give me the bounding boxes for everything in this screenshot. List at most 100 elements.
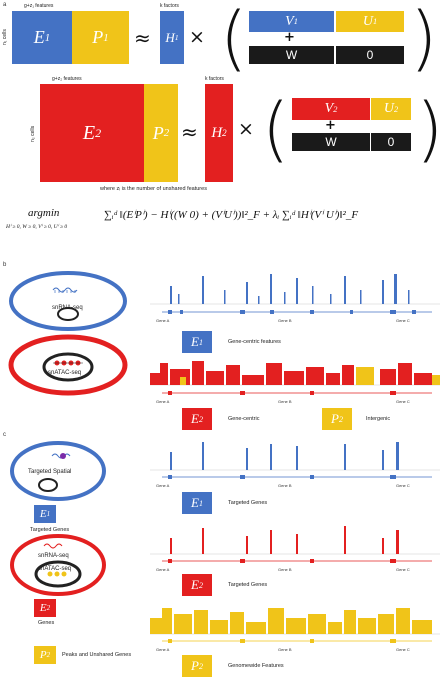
track-b1-gene-a: Gene A	[156, 318, 170, 323]
track-b2-gene-a: Gene A	[156, 399, 170, 404]
track-c1-badge-letter: E	[191, 495, 199, 510]
w-letter-2: W	[325, 135, 337, 149]
track-c3-badge-letter: P	[191, 658, 199, 673]
track-c3: Gene A Gene B Gene C	[150, 608, 440, 652]
track-c2-badge-letter: E	[191, 577, 199, 592]
track-c1-gene-c: Gene C	[396, 483, 410, 488]
track-c1-gene-b: Gene B	[278, 483, 292, 488]
panel-b-letter: b	[3, 262, 7, 268]
track-b2-badge2-letter: P	[331, 411, 339, 426]
row2-k-label: k factors	[205, 76, 224, 82]
objective-body: ∑ᵢᵈ ‖(EⁱPⁱ) − Hⁱ((W 0) + (VⁱUⁱ))‖²_F + λ…	[104, 209, 359, 221]
track-b1-caption: Gene-centric features	[228, 339, 281, 345]
track-c1-gene-a: Gene A	[156, 483, 170, 488]
cell-diagram-snatac	[8, 334, 128, 396]
track-b1-badge-letter: E	[191, 334, 199, 349]
e2-sub: 2	[95, 125, 102, 140]
panel-c-p2-caption: Peaks and Unshared Genes	[62, 652, 132, 658]
p1-sub: 1	[103, 31, 109, 44]
p2-letter: P	[152, 122, 164, 143]
multiome-label-bottom: snATAC-seq	[38, 566, 72, 572]
panel-c-p2-sub: 2	[46, 651, 51, 659]
track-c1-badge-sub: 1	[198, 498, 203, 508]
row1-k-label: k factors	[160, 3, 179, 9]
track-c3-gene-c: Gene C	[396, 647, 410, 652]
track-c2-badge-sub: 2	[198, 580, 203, 590]
u1-letter: U	[362, 13, 373, 29]
h1-sub: 1	[174, 33, 179, 42]
p1-letter: P	[92, 27, 104, 47]
track-c1: Gene A Gene B Gene C	[150, 442, 440, 488]
track-b2-caption: Gene-centric	[228, 416, 260, 422]
cell-diagram-snrna	[9, 271, 127, 331]
track-c2-gene-c: Gene C	[396, 567, 410, 572]
panel-c-e1-caption: Targeted Genes	[30, 527, 70, 533]
plus-symbol-1: +	[284, 30, 295, 45]
u2-sub: 2	[393, 104, 399, 114]
objective-constraint: Hⁱ ≥ 0, W ≥ 0, Vⁱ ≥ 0, Uⁱ ≥ 0	[6, 224, 68, 230]
panel-c-e2-sub: 2	[46, 604, 51, 612]
h1-letter: H	[165, 29, 175, 45]
track-b2-gene-c: Gene C	[396, 399, 410, 404]
track-b2-badge-letter: E	[191, 411, 199, 426]
h2-letter: H	[211, 124, 223, 141]
row1-cells-label: n₁ cells	[2, 29, 8, 45]
track-c3-badge-sub: 2	[198, 661, 203, 671]
v2-letter: V	[324, 101, 334, 116]
left-paren-2: (	[262, 88, 290, 170]
track-c3-caption: Genomewide Features	[228, 663, 284, 669]
times-symbol-1: ×	[189, 26, 205, 48]
track-c3-gene-b: Gene B	[278, 647, 292, 652]
track-b2-caption2: Intergenic	[366, 416, 391, 422]
v2-sub: 2	[333, 104, 338, 114]
snrna-label: snRNA-seq	[52, 305, 83, 311]
track-c1-caption: Targeted Genes	[228, 500, 268, 506]
times-symbol-2: ×	[238, 118, 254, 140]
track-b1: Gene A Gene B Gene C	[150, 274, 440, 323]
panel-c-e2-caption: Genes	[38, 620, 55, 626]
track-c2-caption: Targeted Genes	[228, 582, 268, 588]
v1-letter: V	[285, 13, 294, 29]
v1-sub: 1	[293, 17, 298, 26]
plus-symbol-2: +	[325, 118, 336, 133]
objective-argmin: argmin	[28, 207, 60, 219]
cell-diagram-targeted-spatial	[10, 441, 106, 501]
snatac-label: snATAC-seq	[48, 370, 82, 376]
track-c2: Gene A Gene B Gene C	[150, 526, 440, 572]
e1-letter: E	[33, 27, 45, 47]
e2-letter: E	[82, 121, 96, 144]
track-b1-gene-b: Gene B	[278, 318, 292, 323]
right-paren-1: )	[410, 0, 438, 79]
row2-cells-label: n₂ cells	[30, 125, 36, 142]
w-letter-1: W	[285, 48, 298, 62]
p2-sub: 2	[163, 127, 170, 139]
right-paren-2: )	[416, 88, 444, 170]
approx-symbol-2: ≈	[181, 120, 198, 144]
unshared-footnote: where zᵢ is the number of unshared featu…	[100, 186, 207, 192]
targeted-spatial-label: Targeted Spatial	[28, 469, 72, 475]
approx-symbol-1: ≈	[134, 26, 151, 50]
panel-c-e2-letter: E	[39, 602, 47, 614]
multiome-label-top: snRNA-seq	[38, 553, 69, 559]
track-b2-badge2-sub: 2	[338, 414, 343, 424]
w-matrix-1: W	[249, 46, 334, 64]
zero-letter-1: 0	[366, 48, 374, 62]
u1-sub: 1	[372, 17, 378, 26]
panel-c-e1-sub: 1	[46, 510, 51, 518]
row2-features-label: g+z₂ features	[52, 76, 82, 82]
track-c2-gene-a: Gene A	[156, 567, 170, 572]
